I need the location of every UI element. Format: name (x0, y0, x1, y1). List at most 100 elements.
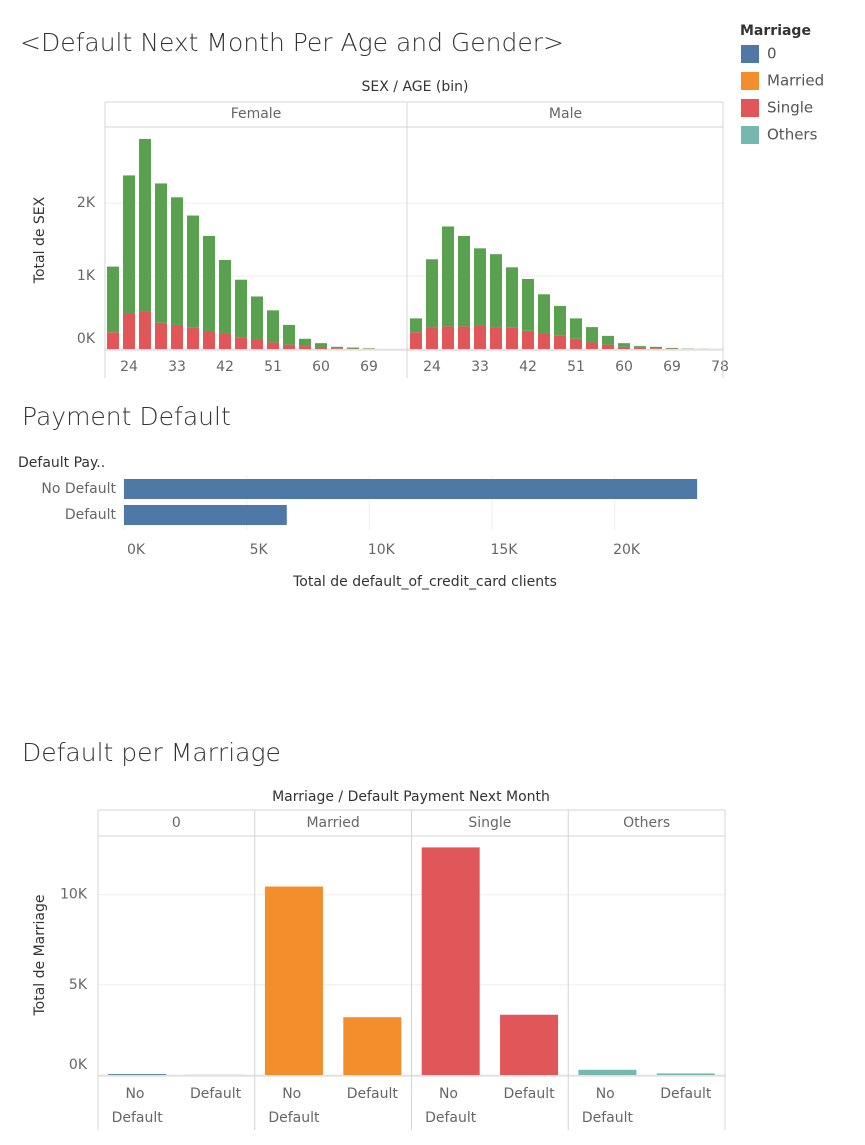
bar-segment (426, 259, 438, 328)
legend-title: Marriage (740, 23, 811, 39)
bar (124, 505, 287, 525)
bar-segment (618, 346, 630, 349)
legend-swatch (741, 45, 759, 63)
bar-segment (219, 260, 231, 333)
x-tick-label: Default (347, 1086, 399, 1102)
bar-segment (426, 327, 438, 349)
x-tick-label: No Default (112, 1086, 164, 1126)
bar-segment (315, 343, 327, 348)
y-tick-label: 10K (60, 887, 88, 903)
facet-header: Marriage / Default Payment Next Month (272, 789, 550, 805)
bar-segment (506, 327, 518, 349)
legend-label: Single (767, 99, 813, 117)
bar-segment (634, 346, 646, 348)
bar-segment (602, 335, 614, 345)
bar-segment (650, 348, 662, 349)
bar-segment (251, 339, 263, 349)
bar-segment (586, 327, 598, 343)
bar (421, 847, 480, 1075)
bar-segment (602, 344, 614, 349)
bar-segment (666, 347, 678, 349)
x-tick-label: 20K (613, 542, 641, 558)
bar-segment (410, 318, 422, 333)
x-tick-label: 42 (519, 359, 537, 375)
bar-segment (331, 346, 343, 349)
bar-segment (347, 347, 359, 349)
bar-segment (458, 326, 470, 349)
x-tick-label: 0K (127, 542, 146, 558)
x-tick-label: 60 (615, 359, 633, 375)
bar-segment (650, 346, 662, 349)
bar-segment (442, 326, 454, 349)
x-tick-label: 60 (312, 359, 330, 375)
bar-segment (554, 305, 566, 336)
y-axis-label: Total de SEX (32, 196, 48, 284)
bar-segment (107, 266, 119, 333)
bar-segment (123, 175, 135, 314)
x-tick-label: 51 (264, 359, 282, 375)
bar-segment (570, 318, 582, 339)
bar-segment (139, 311, 151, 349)
x-tick-label: 69 (663, 359, 681, 375)
bar (500, 1014, 559, 1075)
x-tick-label: No Default (268, 1086, 320, 1126)
x-tick-label: Default (660, 1086, 712, 1102)
bar-segment (299, 346, 311, 349)
bar-segment (235, 337, 247, 349)
bar-segment (235, 279, 247, 338)
facet-label: 0 (172, 815, 181, 831)
y-tick-label: 1K (77, 268, 96, 284)
bar-segment (458, 235, 470, 327)
bar (108, 1074, 167, 1075)
x-tick-label: 51 (567, 359, 585, 375)
bar-segment (171, 197, 183, 325)
y-axis-label: Total de Marriage (32, 895, 48, 1017)
y-tick-label: 5K (69, 977, 88, 993)
y-tick-label: 0K (77, 331, 96, 347)
bar-segment (187, 215, 199, 328)
bar-segment (522, 330, 534, 349)
chart-title: Payment Default (22, 402, 231, 431)
legend-swatch (741, 99, 759, 117)
bar-segment (538, 332, 550, 349)
axis-title: Default Pay.. (18, 455, 105, 471)
x-tick-label: No Default (425, 1086, 477, 1126)
bar-segment (267, 310, 279, 343)
y-tick-label: 0K (69, 1057, 88, 1073)
bar-segment (618, 343, 630, 347)
x-tick-label: Default (190, 1086, 242, 1102)
bar-segment (474, 324, 486, 349)
bar-segment (219, 332, 231, 349)
bar-segment (363, 348, 375, 349)
bar-segment (299, 338, 311, 347)
bar-segment (283, 324, 295, 345)
bar-segment (554, 335, 566, 349)
bar-segment (187, 327, 199, 349)
bar-segment (123, 313, 135, 349)
facet-header: SEX / AGE (bin) (362, 79, 469, 95)
x-tick-label: 24 (120, 359, 138, 375)
legend-swatch (741, 72, 759, 90)
bar (343, 1017, 402, 1075)
x-tick-label: 24 (423, 359, 441, 375)
bar-segment (634, 347, 646, 349)
x-tick-label: 10K (368, 542, 396, 558)
bar (656, 1073, 715, 1075)
bar-segment (203, 235, 215, 332)
bar-segment (522, 278, 534, 331)
bar-segment (107, 332, 119, 349)
facet-label: Married (306, 815, 359, 831)
bar-segment (155, 183, 167, 323)
bar-segment (283, 344, 295, 349)
x-axis-label: Total de default_of_credit_card clients (292, 574, 557, 590)
facet-label: Female (231, 106, 282, 122)
bar-segment (203, 331, 215, 349)
y-tick-label: Default (65, 507, 117, 523)
bar (124, 479, 698, 499)
bar-segment (570, 338, 582, 349)
bar-segment (315, 347, 327, 349)
x-tick-label: 69 (360, 359, 378, 375)
bar-segment (251, 296, 263, 340)
chart-title: <Default Next Month Per Age and Gender> (20, 28, 564, 57)
